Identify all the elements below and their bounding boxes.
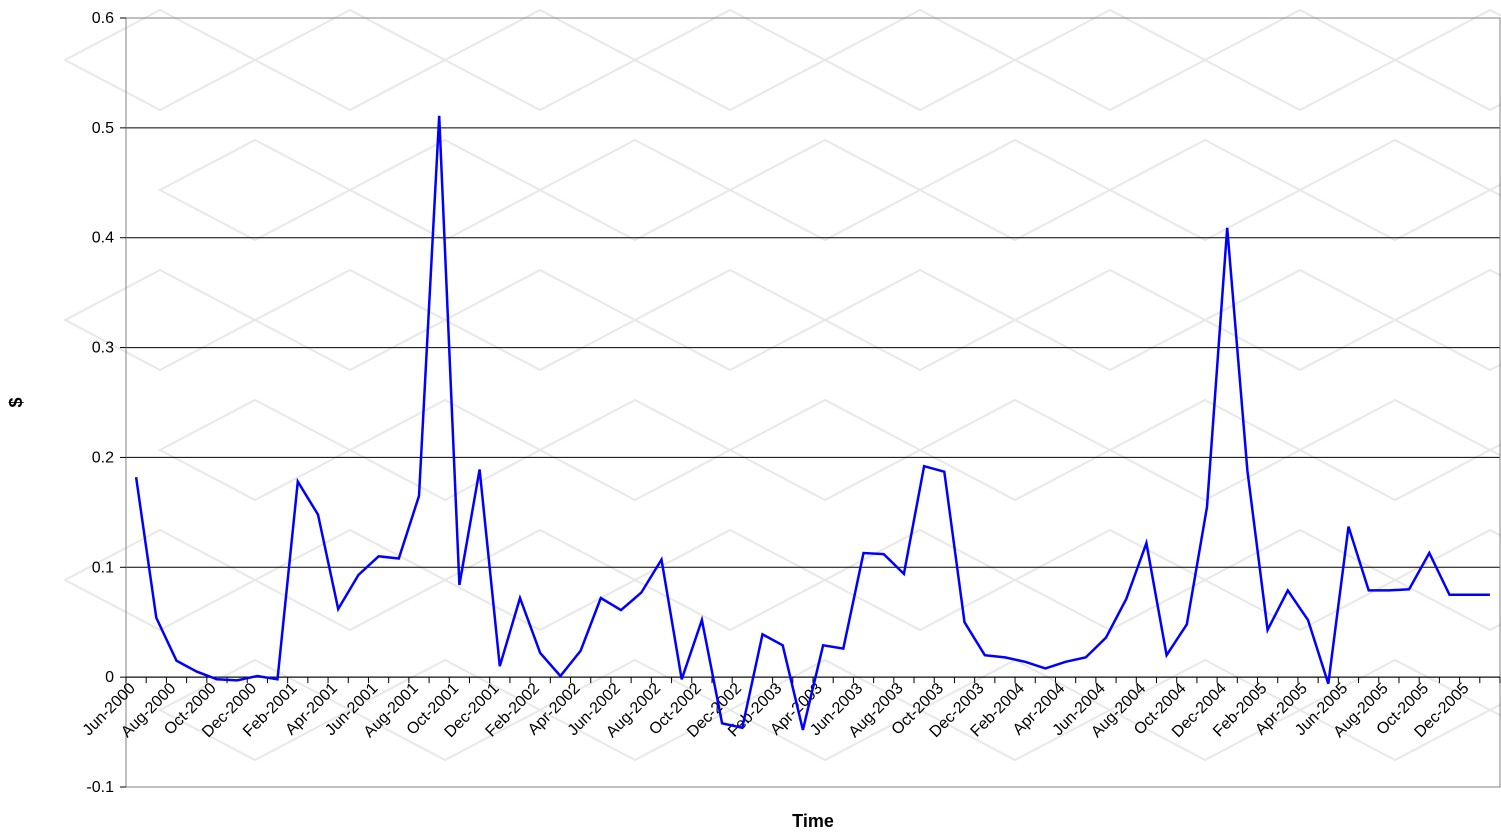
watermark-diamond [825, 530, 1015, 630]
watermark-diamond [445, 10, 635, 110]
watermark-diamond [1490, 660, 1501, 760]
y-axis-title: $ [6, 397, 26, 407]
watermark-diamond [1205, 270, 1395, 370]
watermark-diamond [445, 270, 635, 370]
watermark-diamond [445, 530, 635, 630]
watermark-diamond [1015, 270, 1205, 370]
y-tick-label: 0.6 [92, 10, 114, 27]
watermark-diamond [1395, 530, 1501, 630]
watermark-diamond [1395, 10, 1501, 110]
watermark-diamond [635, 270, 825, 370]
watermark-diamond [255, 10, 445, 110]
watermark-diamond [635, 530, 825, 630]
plot-area-border [126, 18, 1500, 787]
watermark-diamond [730, 140, 920, 240]
series-layer [136, 116, 1490, 730]
y-tick-label: 0.3 [92, 340, 114, 357]
y-tick-label: 0.5 [92, 120, 114, 137]
watermark-diamond [350, 400, 540, 500]
watermark-diamond [920, 400, 1110, 500]
y-axis-ticks: 0.6 0.5 0.4 0.3 0.2 0.1 0 -0.1 [86, 10, 126, 796]
y-tick-label: 0.2 [92, 449, 114, 466]
watermark-diamond [1205, 10, 1395, 110]
watermark-diamond [1300, 400, 1490, 500]
x-axis-title: Time [792, 811, 834, 831]
watermark-diamond [1110, 400, 1300, 500]
watermark-diamond [825, 270, 1015, 370]
watermark-diamond [1490, 400, 1501, 500]
watermark-diamond [160, 140, 350, 240]
watermark-diamond [1015, 10, 1205, 110]
series-line [136, 116, 1490, 730]
watermark-diamond [920, 140, 1110, 240]
y-tick-label: 0.4 [92, 230, 114, 247]
watermark-diamond [1395, 270, 1501, 370]
watermark-diamond [255, 270, 445, 370]
watermark-diamond [1490, 140, 1501, 240]
watermark-diamond [1110, 140, 1300, 240]
watermark-diamond [825, 10, 1015, 110]
watermark-diamond [65, 530, 255, 630]
watermark-diamond [540, 400, 730, 500]
watermark-diamond [635, 10, 825, 110]
watermark-diamond [730, 400, 920, 500]
watermark-diamond [1300, 140, 1490, 240]
y-tick-label: -0.1 [86, 779, 114, 796]
watermark-diamond [160, 400, 350, 500]
y-tick-label: 0.1 [92, 559, 114, 576]
y-tick-label: 0 [105, 669, 114, 686]
watermark-diamond [1015, 530, 1205, 630]
watermark-diamond [540, 140, 730, 240]
x-axis-ticks: Jun-2000Aug-2000Oct-2000Dec-2000Feb-2001… [80, 677, 1500, 741]
